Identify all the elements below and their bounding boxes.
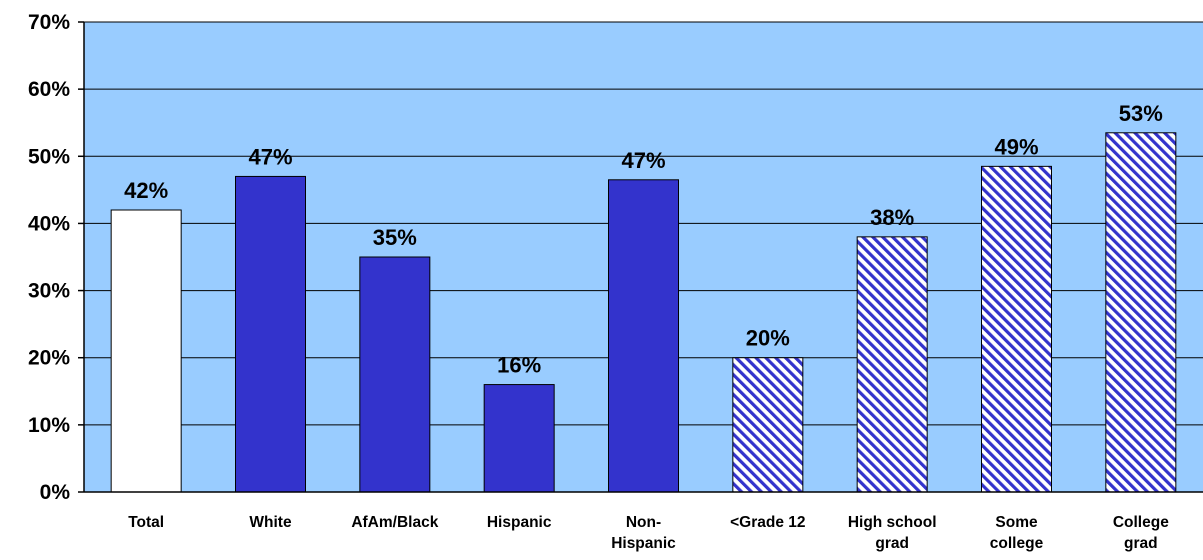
- x-tick-label: <Grade 12: [730, 514, 805, 531]
- data-label: 20%: [746, 326, 790, 351]
- bar: [608, 179, 679, 493]
- y-tick-label: 0%: [40, 481, 71, 504]
- bar: [1105, 132, 1177, 493]
- data-label: 47%: [621, 148, 665, 173]
- y-tick-label: 20%: [28, 347, 70, 370]
- data-label: 47%: [248, 144, 292, 169]
- y-tick-label: 50%: [28, 145, 70, 168]
- x-tick-label: White: [249, 514, 292, 531]
- x-tick-label: High school grad: [848, 514, 937, 552]
- data-label: 35%: [373, 225, 417, 250]
- x-tick-label: College grad: [1113, 514, 1169, 552]
- data-label: 38%: [870, 205, 914, 230]
- x-tick-label: Total: [128, 514, 164, 531]
- bar: [732, 357, 804, 493]
- y-tick-label: 30%: [28, 280, 70, 303]
- x-tick-label: Hispanic: [487, 514, 552, 531]
- data-label: 42%: [124, 178, 168, 203]
- data-label: 16%: [497, 353, 541, 378]
- bar: [110, 209, 182, 493]
- data-label: 53%: [1119, 101, 1163, 126]
- bar: [856, 236, 928, 493]
- x-tick-label: Some college: [990, 514, 1044, 552]
- bar: [981, 165, 1052, 493]
- x-tick-label: Non-Hispanic: [611, 514, 676, 552]
- y-tick-label: 10%: [28, 414, 70, 437]
- bar: [359, 256, 431, 493]
- y-tick-label: 40%: [28, 212, 70, 235]
- bar: [483, 384, 555, 493]
- y-tick-label: 70%: [28, 11, 70, 34]
- data-label: 49%: [994, 134, 1038, 159]
- x-tick-label: AfAm/Black: [351, 514, 438, 531]
- bar: [235, 175, 306, 493]
- y-tick-label: 60%: [28, 78, 70, 101]
